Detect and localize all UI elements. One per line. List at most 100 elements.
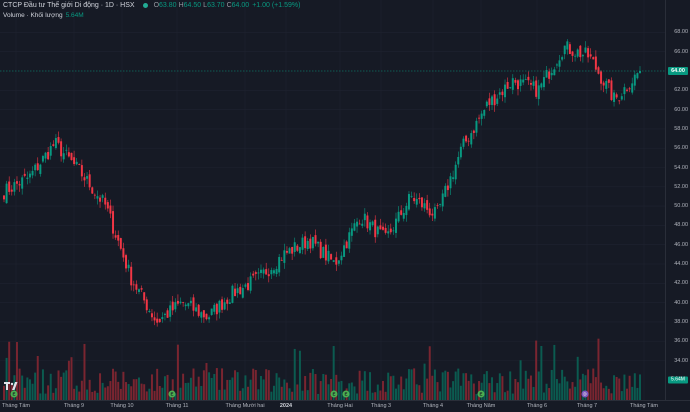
volume-bar (639, 374, 641, 400)
volume-bar (568, 388, 571, 400)
time-tick-label: Tháng Tám (1, 403, 31, 409)
volume-bar (374, 392, 377, 400)
candle (23, 173, 26, 176)
candle (389, 228, 392, 233)
volume-bar (600, 382, 603, 400)
price-tick-label: 36.00 (674, 338, 688, 345)
volume-bar (574, 386, 577, 400)
earnings-marker-icon[interactable]: E (477, 390, 485, 398)
candle (379, 225, 382, 230)
volume-bar (96, 392, 99, 400)
candle (88, 174, 91, 188)
candle (239, 286, 242, 295)
price-axis[interactable]: 68.00 66.00 62.00 60.00 58.00 56.00 54.00 52.00… (665, 0, 690, 400)
candle (57, 137, 60, 143)
volume-bar (41, 369, 44, 400)
volume-bar (485, 371, 488, 400)
volume-bar (589, 383, 592, 400)
dividend-marker-icon[interactable]: D (581, 390, 589, 398)
volume-bar (392, 375, 395, 400)
volume-bar (285, 382, 288, 400)
market-status-icon (142, 3, 148, 8)
volume-bar (104, 387, 107, 400)
candle (60, 141, 63, 157)
volume-bar (527, 378, 530, 400)
volume-bar (67, 360, 70, 400)
price-tick-label: 66.00 (674, 48, 688, 55)
volume-bar (44, 393, 47, 400)
volume-bar (148, 388, 151, 400)
candle (493, 94, 496, 106)
tradingview-logo-icon[interactable] (4, 381, 18, 391)
candle (631, 83, 634, 93)
volume-bar (189, 377, 192, 400)
chart-plot-area[interactable] (0, 0, 665, 400)
volume-bar (184, 383, 187, 400)
volume-bar (561, 369, 564, 400)
volume-bar (571, 382, 574, 400)
volume-bar (34, 372, 37, 400)
candle (260, 269, 262, 273)
price-tick-label: 40.00 (674, 299, 688, 306)
volume-bar (420, 392, 423, 400)
price-tick-label: 48.00 (674, 222, 688, 229)
volume-bar (260, 376, 262, 400)
volume-bar (221, 368, 224, 400)
candle (428, 208, 431, 216)
candle (579, 45, 582, 58)
candle (117, 234, 120, 241)
price-tick-label: 34.00 (674, 357, 688, 364)
candle (384, 227, 387, 233)
volume-bar (366, 390, 369, 400)
candle (291, 247, 294, 254)
candle (400, 210, 403, 215)
candle (553, 69, 556, 76)
candle (218, 300, 221, 313)
volume-bar (26, 377, 29, 400)
candle (540, 83, 543, 88)
candle (519, 79, 522, 86)
volume-bar (592, 368, 595, 400)
volume-bar (231, 377, 234, 400)
candle (324, 244, 327, 261)
candle (174, 302, 177, 310)
volume-bar (311, 369, 314, 400)
candle (187, 303, 190, 307)
candle (517, 80, 519, 90)
volume-bar (407, 369, 410, 400)
candle (574, 55, 577, 57)
volume-bar (132, 379, 135, 400)
volume-bar (249, 379, 252, 400)
earnings-marker-icon[interactable]: E (10, 390, 18, 398)
volume-bar (524, 370, 527, 400)
earnings-marker-icon[interactable]: E (168, 390, 176, 398)
candle (506, 81, 509, 89)
candle (366, 215, 369, 229)
candle (555, 64, 558, 66)
volume-bar (15, 342, 18, 400)
symbol-title[interactable]: CTCP Đầu tư Thế giới Di động · 1D · HSX (3, 2, 135, 9)
volume-bar (101, 382, 104, 400)
earnings-marker-icon[interactable]: E (342, 390, 350, 398)
volume-label[interactable]: Volume · Khối lượng (3, 12, 63, 19)
candle (275, 268, 278, 275)
earnings-marker-icon[interactable]: E (330, 390, 338, 398)
candle (34, 164, 37, 171)
volume-bar (555, 379, 558, 400)
candle (265, 269, 268, 275)
volume-bar (236, 372, 239, 400)
candle (405, 205, 408, 216)
time-axis[interactable]: Tháng Tám Tháng 9 Tháng 10 Tháng 11 Tháng Mư… (0, 400, 690, 412)
candle (470, 133, 473, 145)
candle (576, 49, 579, 57)
volume-bar (234, 370, 237, 400)
volume-bar (283, 379, 286, 400)
volume-bar (296, 384, 299, 400)
candle (488, 98, 491, 105)
volume-bar (418, 385, 421, 400)
candle (589, 54, 592, 57)
volume-bar (80, 380, 83, 400)
volume-bar (39, 393, 42, 400)
volume-bar (278, 377, 281, 400)
candle (182, 302, 185, 304)
